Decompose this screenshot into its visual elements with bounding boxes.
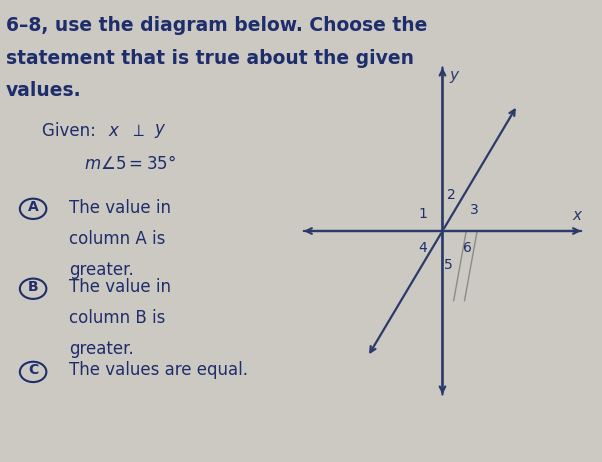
Text: 6: 6 [463,241,472,255]
Text: 6–8, use the diagram below. Choose the: 6–8, use the diagram below. Choose the [6,16,427,35]
Text: y: y [449,68,458,83]
Text: x: x [573,208,581,223]
Text: 2: 2 [447,188,456,202]
Text: The value in: The value in [69,278,171,296]
Text: column B is: column B is [69,309,166,327]
Text: The value in: The value in [69,199,171,217]
Text: 1: 1 [418,207,427,221]
Text: greater.: greater. [69,340,134,358]
Text: 5: 5 [444,258,453,272]
Text: $\perp$: $\perp$ [129,122,145,140]
Text: A: A [28,200,39,214]
Text: 3: 3 [470,203,479,217]
Text: Given:: Given: [42,122,101,140]
Text: 4: 4 [418,241,427,255]
Text: B: B [28,280,39,294]
Text: The values are equal.: The values are equal. [69,361,248,379]
Text: column A is: column A is [69,230,166,248]
Text: $y$: $y$ [154,122,166,140]
Text: $x$: $x$ [108,122,121,140]
Text: values.: values. [6,81,82,100]
Text: greater.: greater. [69,261,134,279]
Text: statement that is true about the given: statement that is true about the given [6,49,414,67]
Text: C: C [28,363,39,377]
Text: $m\angle 5 = 35°$: $m\angle 5 = 35°$ [84,155,176,173]
